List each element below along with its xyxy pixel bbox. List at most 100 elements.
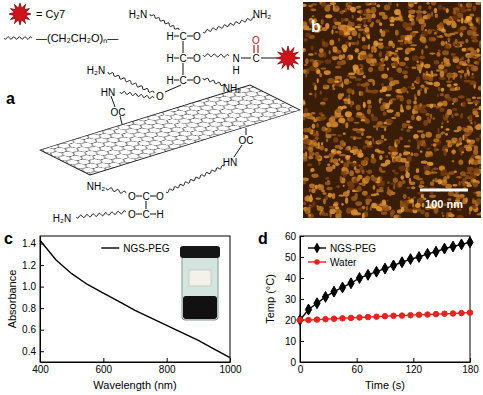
afm-grain xyxy=(363,102,366,108)
afm-grain xyxy=(343,132,346,134)
afm-grain xyxy=(455,87,460,91)
afm-grain xyxy=(479,134,481,138)
afm-grain xyxy=(447,109,452,115)
tick-mark xyxy=(300,299,304,300)
afm-grain xyxy=(363,75,366,78)
afm-grain xyxy=(403,194,407,199)
afm-grain xyxy=(472,56,478,58)
series-marker xyxy=(314,317,320,323)
afm-grain xyxy=(456,44,460,47)
afm-grain xyxy=(368,79,375,82)
afm-grain xyxy=(346,3,348,8)
afm-grain xyxy=(323,84,328,87)
afm-grain xyxy=(361,83,367,87)
afm-grain xyxy=(434,82,441,87)
tick-label: 0.8 xyxy=(22,303,36,314)
afm-grain xyxy=(379,187,384,189)
afm-grain xyxy=(314,85,317,91)
afm-grain xyxy=(447,120,449,122)
afm-grain xyxy=(366,136,372,139)
afm-grain xyxy=(434,147,437,152)
afm-grain xyxy=(338,93,343,99)
afm-grain xyxy=(329,208,335,214)
afm-grain xyxy=(316,123,319,128)
afm-grain xyxy=(315,185,318,189)
afm-grain xyxy=(371,7,377,13)
afm-grain xyxy=(400,109,404,112)
peg-chain xyxy=(76,211,126,218)
atom-label: C xyxy=(142,209,149,220)
afm-grain xyxy=(358,33,361,39)
afm-grain xyxy=(319,145,324,150)
tick: 10 xyxy=(285,336,304,347)
afm-grain xyxy=(469,206,473,211)
afm-grain xyxy=(368,54,373,58)
afm-grain xyxy=(357,68,360,74)
afm-grain xyxy=(392,43,395,48)
afm-grain xyxy=(430,113,432,119)
afm-grain xyxy=(354,166,356,170)
afm-grain xyxy=(387,189,391,195)
afm-grain xyxy=(404,40,409,44)
afm-grain xyxy=(358,208,363,211)
tick: 1.2 xyxy=(22,260,44,271)
afm-grain xyxy=(410,5,413,7)
afm-grain xyxy=(314,62,319,68)
afm-grain xyxy=(333,47,338,53)
afm-grain xyxy=(400,200,403,203)
afm-grain xyxy=(326,138,328,142)
afm-grain xyxy=(429,37,436,42)
tick-label: 1.0 xyxy=(22,281,36,292)
afm-grain xyxy=(451,53,456,56)
afm-grain xyxy=(314,52,317,55)
afm-grain xyxy=(327,163,330,166)
afm-grain xyxy=(470,81,477,84)
afm-grain xyxy=(379,51,382,57)
afm-grain xyxy=(454,113,459,116)
afm-grain xyxy=(372,137,374,142)
afm-grain xyxy=(441,212,443,215)
afm-grain xyxy=(444,44,450,49)
scale-bar-label: 100 nm xyxy=(425,198,463,210)
afm-grain xyxy=(356,137,362,139)
peg-chain xyxy=(106,188,126,193)
afm-grain xyxy=(419,184,423,188)
panel-label: b xyxy=(311,18,321,35)
afm-grain xyxy=(437,102,443,106)
afm-grain xyxy=(388,152,390,155)
tick-mark xyxy=(357,358,358,362)
afm-grain xyxy=(354,122,360,124)
bond xyxy=(150,196,156,197)
afm-grain xyxy=(388,77,393,81)
afm-grain xyxy=(366,145,373,147)
afm-grain xyxy=(337,151,342,154)
afm-grain xyxy=(470,75,474,78)
afm-grain xyxy=(472,73,474,76)
afm-grain xyxy=(346,88,352,93)
afm-grain xyxy=(478,57,481,61)
afm-grain xyxy=(405,66,409,69)
afm-grain xyxy=(329,40,334,46)
afm-grain xyxy=(304,50,307,52)
afm-grain xyxy=(407,86,414,88)
afm-grain xyxy=(446,8,449,13)
atom-label: NH₂ xyxy=(87,181,105,192)
tick-label: 120 xyxy=(405,364,422,375)
tick: 0.4 xyxy=(22,346,44,357)
afm-grain xyxy=(441,131,445,133)
afm-grain xyxy=(388,102,390,105)
afm-grain xyxy=(386,109,393,113)
afm-grain xyxy=(381,212,388,215)
afm-grain xyxy=(305,72,307,78)
afm-grain xyxy=(379,22,382,26)
afm-grain xyxy=(330,2,336,5)
afm-grain xyxy=(399,62,406,66)
peg-chain xyxy=(203,17,255,33)
afm-grain xyxy=(415,203,421,208)
afm-grain xyxy=(343,162,349,168)
afm-grain xyxy=(345,147,349,150)
afm-grain xyxy=(460,74,462,79)
atom-label: HN xyxy=(101,87,115,98)
afm-grain xyxy=(347,117,354,122)
afm-grain xyxy=(379,167,382,172)
